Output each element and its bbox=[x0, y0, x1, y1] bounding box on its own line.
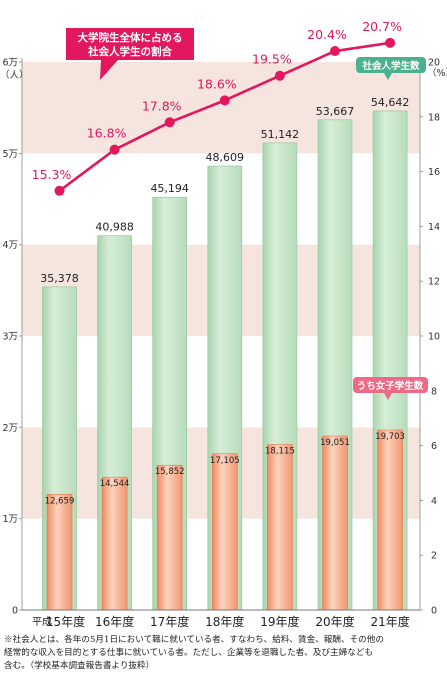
legend-ratio-callout: 大学院生全体に占める 社会人学生の割合 bbox=[66, 28, 194, 80]
bar-female-label-3: 17,105 bbox=[210, 456, 240, 466]
right-axis-tick-label: 4 bbox=[431, 496, 437, 507]
legend-ratio-callout-box bbox=[66, 28, 194, 80]
bar-female-4 bbox=[267, 444, 293, 611]
right-axis-tick-label: 6 bbox=[431, 441, 437, 452]
ratio-label-3: 18.6% bbox=[197, 76, 237, 91]
left-axis-tick-label: 6万 bbox=[2, 58, 18, 69]
x-tick-label-6: 21年度 bbox=[370, 614, 409, 629]
bar-female-3 bbox=[212, 453, 238, 611]
bar-female-label-5: 19,051 bbox=[320, 438, 350, 448]
bar-female-label-4: 18,115 bbox=[265, 447, 295, 457]
legend-green-tag-box bbox=[356, 57, 426, 73]
ratio-point-4 bbox=[274, 70, 285, 81]
x-axis-era-prefix: 平成 bbox=[32, 616, 52, 628]
x-tick-label-0: 15年度 bbox=[46, 614, 85, 629]
ratio-label-1: 16.8% bbox=[87, 126, 127, 141]
ratio-point-2 bbox=[164, 117, 175, 128]
footnote-line-2: 経常的な収入を目的とする仕事に就いている者。ただし、企業等を退職した者、及び主婦… bbox=[4, 648, 374, 658]
left-axis-tick-label: 0 bbox=[12, 606, 18, 617]
bar-total-label-6: 54,642 bbox=[371, 96, 410, 109]
ratio-label-2: 17.8% bbox=[142, 98, 182, 113]
ratio-point-1 bbox=[109, 144, 120, 155]
right-axis-tick-label: 2 bbox=[431, 551, 437, 562]
right-axis-tick-label: 10 bbox=[428, 332, 440, 343]
bar-female-1 bbox=[101, 476, 128, 611]
right-axis-unit: （%） bbox=[427, 67, 447, 79]
right-axis-tick-label: 0 bbox=[431, 606, 437, 617]
legend-pink-tag-pointer bbox=[384, 393, 392, 400]
bar-total-label-1: 40,988 bbox=[95, 221, 134, 234]
ratio-label-6: 20.7% bbox=[362, 19, 402, 34]
footnote-line-1: ※社会人とは、各年の5月1日において職に就いている者、すなわち、給料、賃金、報酬… bbox=[4, 635, 384, 645]
bar-total-label-0: 35,378 bbox=[40, 272, 79, 285]
left-axis-tick-label: 1万 bbox=[2, 514, 18, 525]
legend-pink-tag: うち女子学生数 bbox=[353, 377, 428, 400]
right-axis-tick-label: 20 bbox=[428, 58, 440, 69]
x-tick-label-3: 18年度 bbox=[205, 614, 244, 629]
left-axis-unit: （人） bbox=[0, 69, 29, 81]
right-axis-tick-label: 18 bbox=[428, 112, 440, 123]
ratio-label-5: 20.4% bbox=[307, 27, 347, 42]
left-axis-tick-label: 3万 bbox=[2, 332, 18, 343]
ratio-point-0 bbox=[54, 185, 65, 196]
bar-total-label-5: 53,667 bbox=[316, 105, 355, 118]
x-tick-label-1: 16年度 bbox=[95, 614, 134, 629]
bar-total-label-2: 45,194 bbox=[150, 182, 189, 195]
legend-pink-tag-box bbox=[353, 377, 428, 393]
legend: 大学院生全体に占める 社会人学生の割合 社会人学生数 うち女子学生数 bbox=[66, 28, 428, 400]
ratio-label-4: 19.5% bbox=[252, 52, 292, 67]
left-axis: （人） 0 1万 2万 3万 4万 5万 6万 bbox=[0, 58, 29, 617]
x-axis: 平成 15年度 16年度 17年度 18年度 19年度 20年度 21年度 bbox=[22, 609, 420, 629]
ratio-point-3 bbox=[219, 95, 230, 106]
footnote-line-3: 含む。（学校基本調査報告書より抜粋） bbox=[4, 661, 155, 671]
bar-female-label-6: 19,703 bbox=[375, 432, 405, 442]
legend-ratio-line-1: 大学院生全体に占める bbox=[78, 31, 183, 44]
x-tick-label-2: 17年度 bbox=[150, 614, 189, 629]
bar-female-label-1: 14,544 bbox=[100, 479, 130, 489]
bar-female-label-2: 15,852 bbox=[155, 467, 185, 477]
right-axis: （%） 0 2 4 6 8 10 12 14 16 18 20 bbox=[419, 58, 447, 617]
bar-female-2 bbox=[156, 464, 183, 611]
bar-female-label-0: 12,659 bbox=[45, 496, 75, 506]
right-axis-tick-label: 14 bbox=[428, 222, 440, 233]
legend-green-tag-label: 社会人学生数 bbox=[361, 60, 420, 72]
right-axis-tick-label: 16 bbox=[428, 167, 440, 178]
right-axis-tick-label: 8 bbox=[431, 386, 437, 397]
x-tick-label-4: 19年度 bbox=[260, 614, 299, 629]
background-band bbox=[22, 62, 420, 154]
left-axis-tick-label: 2万 bbox=[2, 423, 18, 434]
bar-total-label-3: 48,609 bbox=[206, 151, 245, 164]
left-axis-tick-label: 4万 bbox=[2, 240, 18, 251]
ratio-label-0: 15.3% bbox=[32, 167, 72, 182]
bar-female-5 bbox=[322, 435, 348, 611]
ratio-point-5 bbox=[330, 46, 340, 57]
ratio-point-6 bbox=[385, 37, 396, 48]
footnote: ※社会人とは、各年の5月1日において職に就いている者、すなわち、給料、賃金、報酬… bbox=[4, 634, 442, 673]
legend-green-tag-pointer bbox=[384, 73, 392, 80]
bar-total-label-4: 51,142 bbox=[261, 128, 300, 141]
bar-series: 35,378 12,659 40,988 14,544 45,194 15,852 48,6… bbox=[40, 96, 410, 611]
bar-female-6 bbox=[377, 429, 403, 611]
legend-green-tag: 社会人学生数 bbox=[356, 57, 426, 80]
left-axis-tick-label: 5万 bbox=[2, 149, 18, 160]
legend-ratio-line-2: 社会人学生の割合 bbox=[87, 45, 172, 58]
x-tick-label-5: 20年度 bbox=[315, 614, 354, 629]
bar-female-0 bbox=[46, 494, 73, 611]
right-axis-tick-label: 12 bbox=[428, 277, 440, 288]
ratio-line-series: 15.3% 16.8% 17.8% 18.6% 19.5% 20.4% 20.7% bbox=[32, 19, 402, 196]
legend-pink-tag-label: うち女子学生数 bbox=[357, 380, 424, 392]
